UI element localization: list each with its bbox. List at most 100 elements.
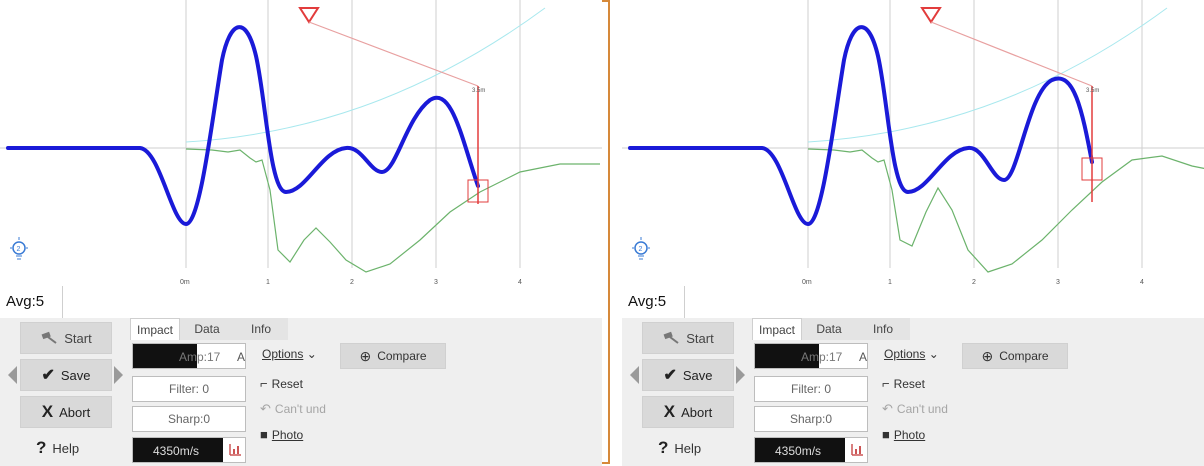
tab-info[interactable]: Info bbox=[856, 318, 910, 340]
sharp-field[interactable]: Sharp:0 bbox=[132, 406, 246, 432]
start-label: Start bbox=[686, 330, 714, 346]
amp-field[interactable]: Amp:17 A bbox=[132, 343, 246, 369]
undo-icon: ↶ bbox=[882, 401, 893, 416]
chevron-down-icon: ⌄ bbox=[928, 347, 939, 361]
photo-button[interactable]: ■ Photo bbox=[260, 427, 303, 442]
question-icon: ? bbox=[36, 438, 47, 457]
x-tick: 2 bbox=[972, 279, 976, 286]
waveform-panel-left: 3.5m 0m 1 2 3 4 2 Avg:5 Start ✔ Save X A… bbox=[0, 0, 602, 466]
tab-impact[interactable]: Impact bbox=[130, 318, 180, 340]
undo-icon: ↶ bbox=[260, 401, 271, 416]
x-tick: 0m bbox=[180, 279, 190, 286]
main-trace bbox=[6, 25, 480, 227]
velocity-level-bar bbox=[755, 438, 845, 462]
help-label: Help bbox=[674, 440, 702, 456]
hammer-icon bbox=[41, 331, 57, 344]
compare-label: Compare bbox=[377, 349, 427, 363]
photo-button[interactable]: ■ Photo bbox=[882, 427, 925, 442]
waveform-plot[interactable]: 3.5m 0m 1 2 3 4 bbox=[0, 0, 602, 290]
svg-text:2: 2 bbox=[17, 246, 21, 253]
undo-label: Can't und bbox=[896, 402, 948, 416]
svg-text:2: 2 bbox=[639, 246, 643, 253]
x-tick: 3 bbox=[434, 279, 438, 286]
marker-box[interactable] bbox=[467, 179, 489, 203]
reset-button[interactable]: ⌐ Reset bbox=[882, 376, 925, 391]
options-label: Options bbox=[884, 347, 926, 361]
reset-button[interactable]: ⌐ Reset bbox=[260, 376, 303, 391]
waveform-svg: 3.5m 0m 1 2 3 4 bbox=[0, 0, 602, 286]
amp-level-bar bbox=[755, 344, 819, 368]
help-button[interactable]: ? Help bbox=[36, 438, 79, 458]
options-menu[interactable]: Options ⌄ bbox=[262, 347, 317, 361]
photo-label: Photo bbox=[893, 427, 926, 442]
amp-field[interactable]: Amp:17 A bbox=[754, 343, 868, 369]
chart-icon[interactable] bbox=[228, 443, 242, 457]
magnifier-icon: ⊕ bbox=[981, 347, 994, 364]
start-button[interactable]: Start bbox=[642, 322, 734, 354]
scrollbar[interactable] bbox=[1188, 318, 1204, 466]
tab-data[interactable]: Data bbox=[802, 318, 856, 340]
abort-label: Abort bbox=[59, 404, 91, 420]
filter-field[interactable]: Filter: 0 bbox=[754, 376, 868, 402]
divider bbox=[62, 286, 63, 318]
x-icon: X bbox=[41, 402, 54, 421]
photo-label: Photo bbox=[271, 427, 304, 442]
compare-button[interactable]: ⊕ Compare bbox=[340, 343, 446, 369]
velocity-value: 4350m/s bbox=[775, 444, 822, 458]
filter-field[interactable]: Filter: 0 bbox=[132, 376, 246, 402]
waveform-svg: 3.5m 0m 1 2 3 4 bbox=[622, 0, 1204, 286]
broom-icon: ⌐ bbox=[882, 376, 890, 391]
options-menu[interactable]: Options ⌄ bbox=[884, 347, 939, 361]
divider bbox=[684, 286, 685, 318]
save-label: Save bbox=[682, 367, 713, 383]
prev-arrow[interactable] bbox=[630, 366, 639, 384]
undo-button[interactable]: ↶ Can't und bbox=[260, 401, 326, 417]
velocity-field[interactable]: 4350m/s bbox=[132, 437, 246, 463]
sharp-field[interactable]: Sharp:0 bbox=[754, 406, 868, 432]
check-icon: ✔ bbox=[663, 367, 677, 384]
x-tick: 4 bbox=[518, 279, 522, 286]
chart-icon[interactable] bbox=[850, 443, 864, 457]
reset-label: Reset bbox=[893, 376, 925, 391]
compare-label: Compare bbox=[999, 349, 1049, 363]
velocity-value: 4350m/s bbox=[153, 444, 200, 458]
tab-info[interactable]: Info bbox=[234, 318, 288, 340]
options-label: Options bbox=[262, 347, 304, 361]
undo-label: Can't und bbox=[274, 402, 326, 416]
save-button[interactable]: ✔ Save bbox=[642, 359, 734, 391]
x-tick: 0m bbox=[802, 279, 812, 286]
x-tick: 1 bbox=[266, 279, 270, 286]
abort-button[interactable]: X Abort bbox=[20, 396, 112, 428]
prev-arrow[interactable] bbox=[8, 366, 17, 384]
tab-data[interactable]: Data bbox=[180, 318, 234, 340]
help-button[interactable]: ? Help bbox=[658, 438, 701, 458]
broom-icon: ⌐ bbox=[260, 376, 268, 391]
bulb-icon[interactable]: 2 bbox=[8, 236, 30, 262]
amp-unit: A bbox=[859, 350, 868, 364]
abort-button[interactable]: X Abort bbox=[642, 396, 734, 428]
velocity-field[interactable]: 4350m/s bbox=[754, 437, 868, 463]
compare-button[interactable]: ⊕ Compare bbox=[962, 343, 1068, 369]
waveform-panel-right: 3.5m 0m 1 2 3 4 2 Avg:5 Start ✔ Save X A… bbox=[622, 0, 1204, 466]
amp-value: Amp:17 bbox=[801, 350, 843, 364]
green-trace bbox=[185, 148, 600, 273]
tab-impact[interactable]: Impact bbox=[752, 318, 802, 340]
start-button[interactable]: Start bbox=[20, 322, 112, 354]
main-trace bbox=[628, 25, 1094, 227]
marker-box[interactable] bbox=[1081, 157, 1103, 181]
waveform-plot[interactable]: 3.5m 0m 1 2 3 4 bbox=[622, 0, 1204, 290]
next-arrow[interactable] bbox=[114, 366, 123, 384]
bulb-icon[interactable]: 2 bbox=[630, 236, 652, 262]
undo-button[interactable]: ↶ Can't und bbox=[882, 401, 948, 417]
chevron-down-icon: ⌄ bbox=[306, 347, 317, 361]
save-button[interactable]: ✔ Save bbox=[20, 359, 112, 391]
marker-triangle[interactable] bbox=[920, 7, 942, 24]
average-count: Avg:5 bbox=[628, 293, 667, 310]
question-icon: ? bbox=[658, 438, 669, 457]
marker-line bbox=[308, 21, 479, 87]
marker-triangle[interactable] bbox=[298, 7, 320, 24]
next-arrow[interactable] bbox=[736, 366, 745, 384]
save-label: Save bbox=[60, 367, 91, 383]
abort-label: Abort bbox=[681, 404, 713, 420]
gain-curve bbox=[185, 7, 546, 143]
